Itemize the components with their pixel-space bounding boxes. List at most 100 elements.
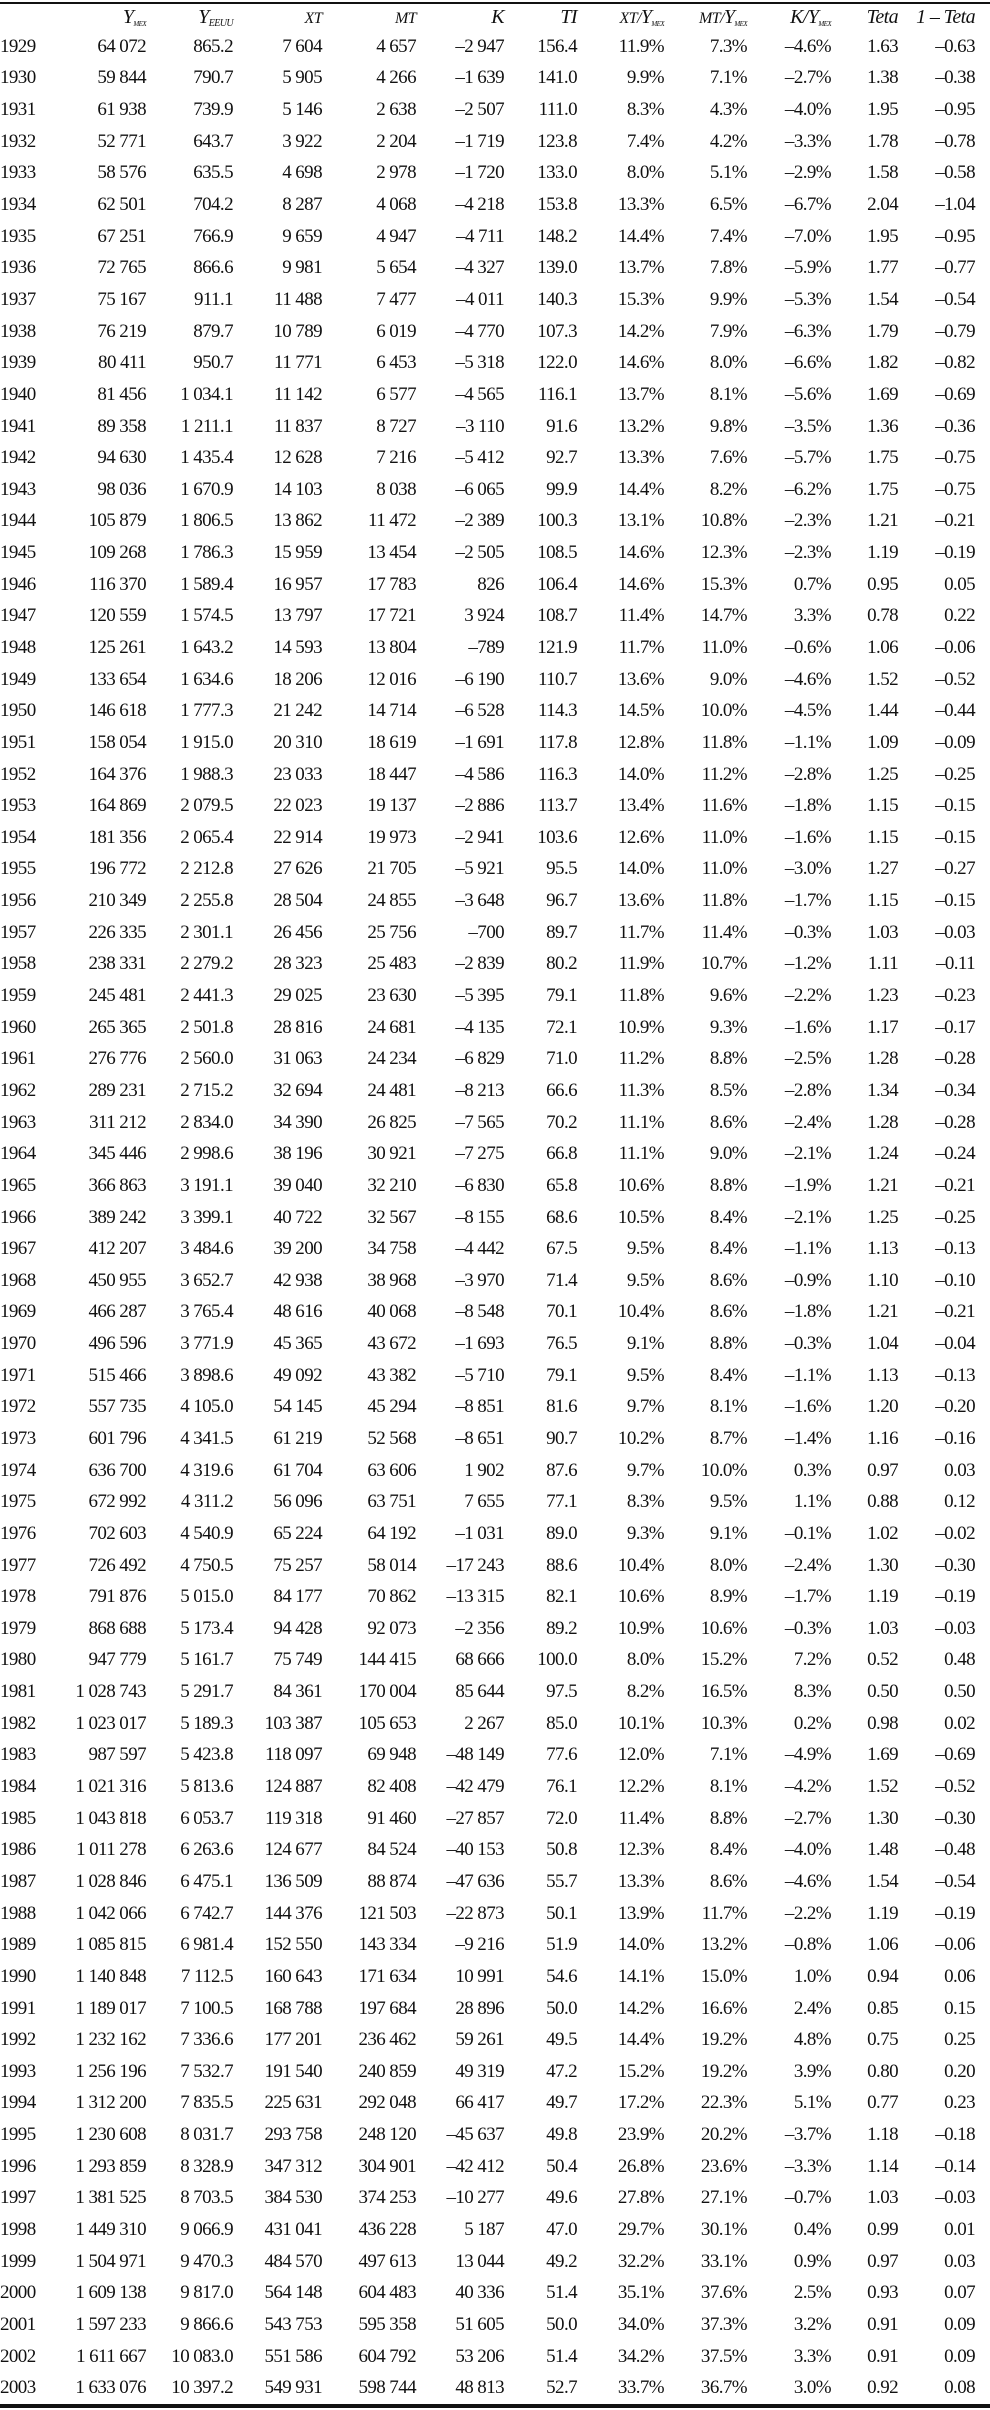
- cell-k: –4 711: [456, 225, 505, 247]
- cell-k-over-y: –2.4%: [784, 1554, 832, 1576]
- header-y-eeuu: YEEUU: [146, 4, 233, 31]
- cell-ti: 76.1: [546, 1776, 577, 1798]
- cell-ti: 71.4: [546, 1269, 577, 1291]
- cell-k-over-y: –3.7%: [784, 2124, 832, 2146]
- cell-y-eeuu: 6 263.6: [180, 1839, 233, 1861]
- table-row: 1980 947 779 5 161.7 75 749 144 415 68 666 100…: [0, 1645, 976, 1677]
- cell-year: 1990: [0, 1965, 36, 1987]
- cell-k: –8 851: [455, 1396, 504, 1418]
- table-row: 1953 164 869 2 079.5 22 023 19 137 –2 886 113.…: [0, 790, 976, 822]
- cell-mt-over-y: 22.3%: [700, 2092, 748, 2114]
- cell-mt: 248 120: [358, 2124, 416, 2146]
- cell-mt: 52 568: [367, 1428, 416, 1449]
- cell-one-minus-teta: –0.95: [935, 225, 975, 247]
- cell-one-minus-teta: –0.38: [935, 67, 975, 89]
- cell-mt: 374 253: [358, 2187, 416, 2209]
- cell-one-minus-teta: –0.21: [935, 1174, 975, 1196]
- cell-ti: 116.3: [537, 763, 578, 785]
- cell-y-eeuu: 790.7: [193, 67, 233, 89]
- cell-one-minus-teta: 0.06: [944, 1965, 975, 1987]
- cell-one-minus-teta: –0.48: [935, 1839, 975, 1861]
- table-row: 1996 1 293 859 8 328.9 347 312 304 901 –42 41…: [0, 2151, 976, 2183]
- cell-xt-over-y: 33.7%: [617, 2377, 665, 2399]
- cell-year: 1979: [0, 1617, 36, 1639]
- cell-xt: 144 376: [264, 1902, 322, 1924]
- table-row: 1979 868 688 5 173.4 94 428 92 073 –2 356 89.2…: [0, 1613, 976, 1645]
- cell-y-mex: 146 618: [88, 700, 146, 722]
- cell-y-eeuu: 1 574.5: [180, 605, 233, 627]
- cell-mt: 88 874: [367, 1870, 416, 1892]
- cell-k-over-y: –3.5%: [784, 415, 832, 437]
- cell-one-minus-teta: –0.52: [935, 1776, 975, 1798]
- cell-y-mex: 245 481: [88, 985, 146, 1007]
- cell-xt: 56 096: [273, 1491, 322, 1513]
- cell-xt: 48 616: [273, 1301, 322, 1323]
- cell-mt: 436 228: [358, 2219, 416, 2241]
- header-one-minus-teta: 1 – Teta: [916, 6, 976, 28]
- cell-mt-over-y: 16.6%: [700, 1997, 748, 2019]
- table-row: 1970 496 596 3 771.9 45 365 43 672 –1 693 76.5…: [0, 1328, 976, 1360]
- cell-k: 2 267: [464, 1712, 504, 1734]
- cell-k: –1 719: [455, 130, 504, 152]
- cell-teta: 0.78: [867, 605, 898, 627]
- cell-xt-over-y: 14.0%: [617, 1934, 665, 1956]
- header-k-over-y-sub: mex: [818, 18, 831, 29]
- table-row: 1991 1 189 017 7 100.5 168 788 197 684 28 896…: [0, 1993, 976, 2025]
- cell-teta: 1.63: [867, 35, 898, 57]
- cell-k: –45 637: [446, 2124, 504, 2146]
- cell-ti: 65.8: [546, 1174, 577, 1196]
- cell-k: –4 218: [455, 194, 504, 216]
- cell-k: –2 505: [455, 542, 504, 564]
- cell-mt-over-y: 11.8%: [701, 890, 748, 912]
- cell-k: –5 710: [455, 1364, 504, 1386]
- cell-xt: 23 033: [273, 763, 322, 785]
- cell-mt-over-y: 8.1%: [709, 1776, 748, 1798]
- cell-mt-over-y: 11.0%: [701, 636, 748, 658]
- cell-ti: 49.6: [546, 2187, 577, 2209]
- cell-xt-over-y: 10.9%: [617, 1016, 665, 1038]
- header-k: K: [491, 6, 504, 28]
- cell-xt-over-y: 35.1%: [617, 2282, 665, 2304]
- cell-year: 1972: [0, 1396, 36, 1418]
- cell-k-over-y: 5.1%: [793, 2092, 832, 2114]
- cell-one-minus-teta: –0.18: [935, 2124, 975, 2146]
- cell-one-minus-teta: –0.58: [935, 162, 975, 184]
- cell-xt-over-y: 9.3%: [626, 1522, 665, 1544]
- cell-year: 1942: [0, 447, 36, 469]
- cell-teta: 1.04: [867, 1333, 898, 1355]
- cell-teta: 1.75: [867, 447, 898, 469]
- cell-y-mex: 58 576: [97, 162, 146, 184]
- cell-k-over-y: 2.4%: [793, 1997, 832, 2019]
- cell-mt-over-y: 10.8%: [700, 510, 748, 532]
- cell-xt: 191 540: [264, 2060, 322, 2082]
- cell-one-minus-teta: –0.95: [935, 99, 975, 121]
- cell-mt: 24 234: [367, 1048, 416, 1070]
- cell-mt: 30 921: [367, 1143, 416, 1165]
- cell-y-eeuu: 2 065.4: [180, 826, 233, 848]
- cell-year: 1945: [0, 542, 36, 564]
- cell-year: 1933: [0, 162, 36, 184]
- cell-y-eeuu: 643.7: [193, 130, 233, 152]
- cell-k: –4 565: [455, 383, 504, 405]
- cell-k: –4 135: [455, 1016, 504, 1038]
- cell-xt: 7 604: [282, 35, 322, 57]
- cell-k: –22 873: [446, 1902, 504, 1924]
- cell-xt-over-y: 11.4%: [618, 605, 665, 627]
- cell-xt-over-y: 11.1%: [618, 1143, 665, 1165]
- cell-y-mex: 1 230 608: [75, 2124, 146, 2146]
- cell-y-eeuu: 6 053.7: [180, 1807, 233, 1829]
- header-y-mex-sub: mex: [133, 18, 146, 29]
- cell-ti: 70.1: [546, 1301, 577, 1323]
- table-row: 1973 601 796 4 341.5 61 219 52 568 –8 651 90.7…: [0, 1423, 976, 1455]
- cell-k-over-y: –2.8%: [784, 763, 832, 785]
- cell-k-over-y: –2.1%: [784, 1206, 832, 1228]
- cell-k-over-y: –2.5%: [784, 1048, 832, 1070]
- cell-ti: 91.6: [546, 415, 577, 437]
- cell-xt-over-y: 8.2%: [626, 1681, 665, 1703]
- cell-mt-over-y: 11.8%: [701, 731, 748, 753]
- cell-year: 1969: [0, 1301, 36, 1323]
- cell-k-over-y: –0.3%: [784, 1333, 832, 1355]
- cell-xt-over-y: 13.7%: [617, 257, 665, 279]
- cell-y-mex: 1 611 667: [76, 2345, 147, 2367]
- table-row: 1936 72 765 866.6 9 981 5 654 –4 327 139.0 13.7…: [0, 252, 976, 284]
